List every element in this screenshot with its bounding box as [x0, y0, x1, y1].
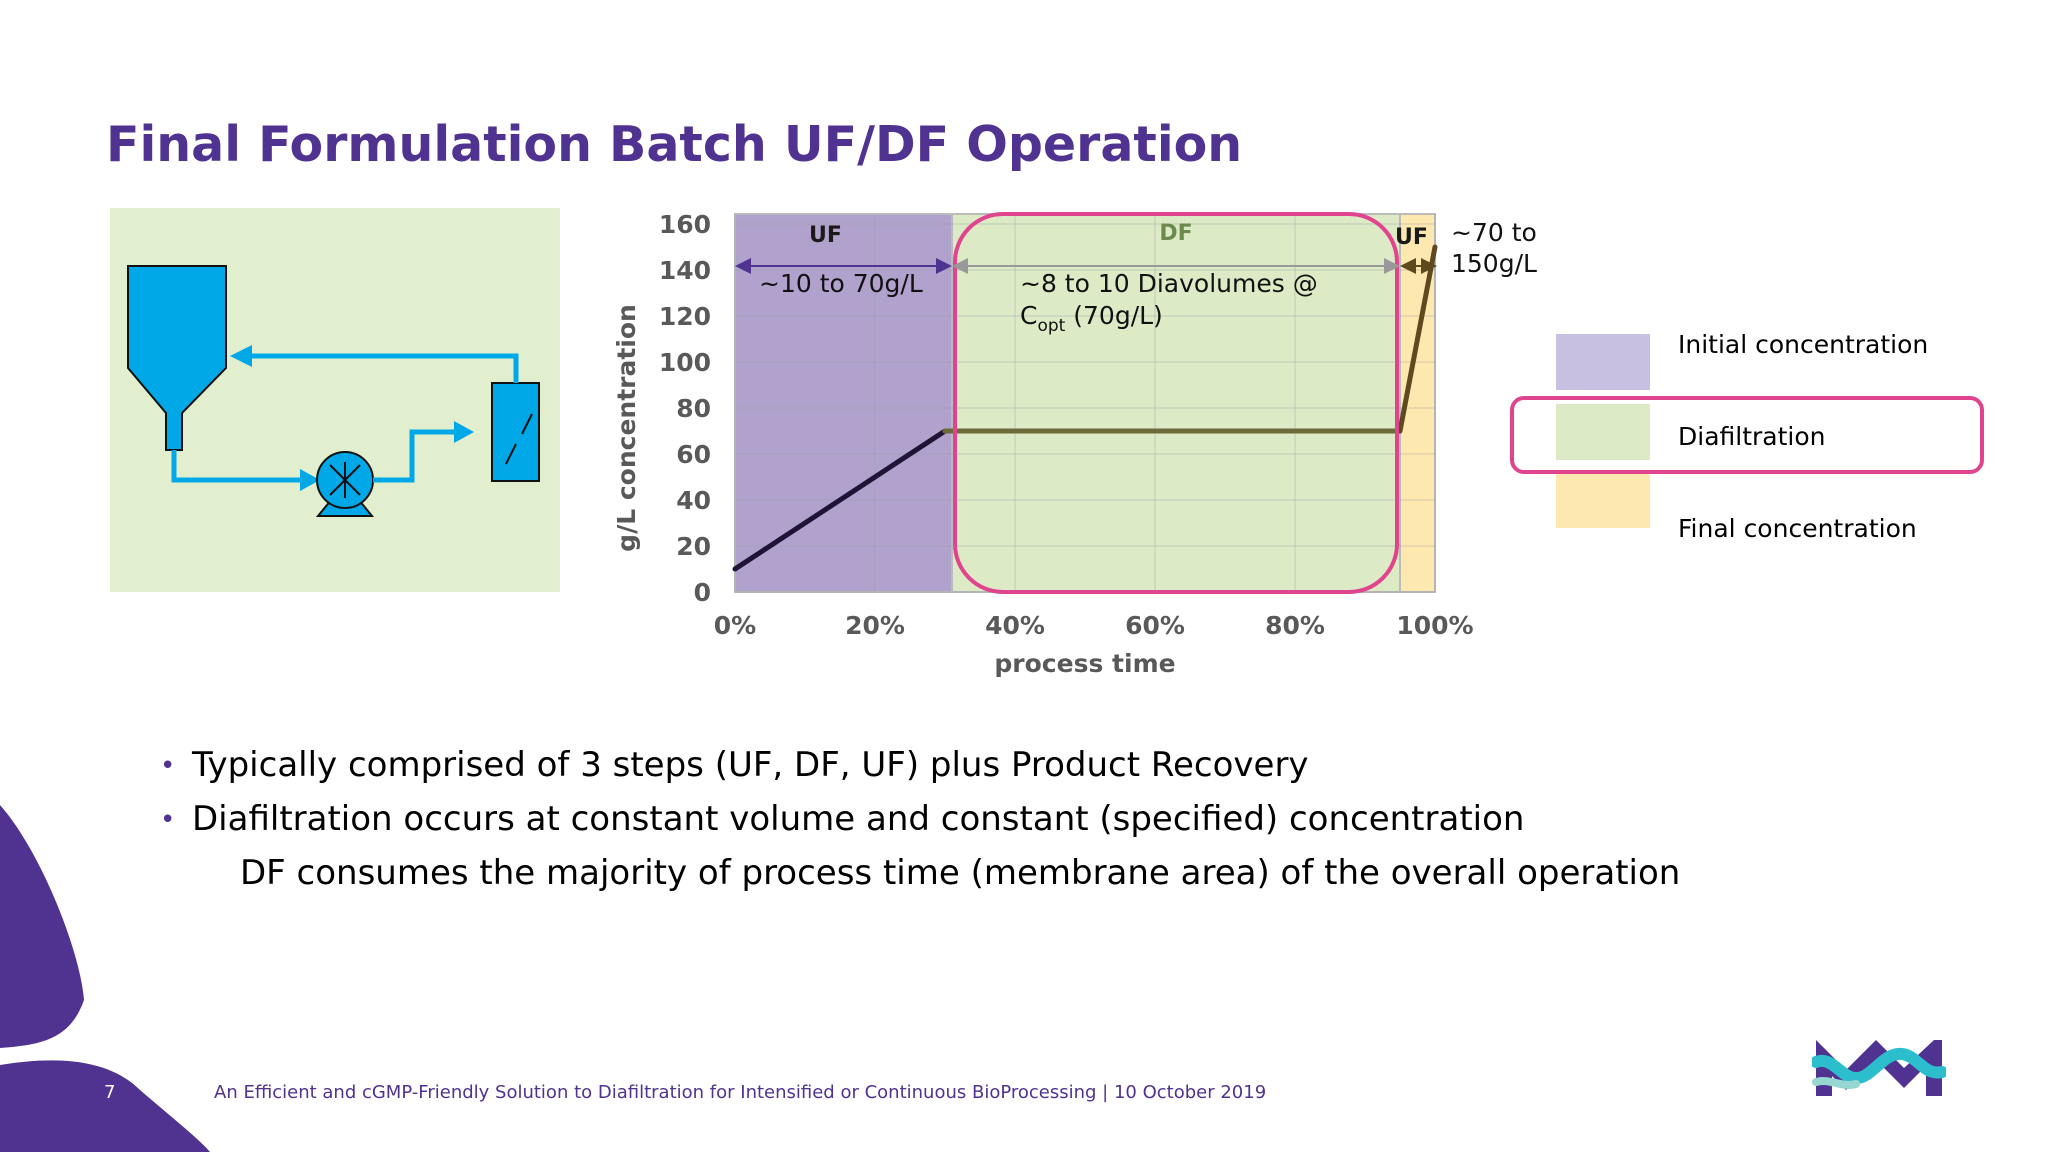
legend-label-final: Final concentration — [1678, 514, 1917, 543]
chart-axes: 0 20 40 60 80 100 120 140 160 0% 20% 40% 60% 80% 100% p… — [612, 210, 1474, 678]
chart-df-highlight — [953, 212, 1399, 594]
chart-annotation-copt: C — [1020, 301, 1037, 330]
chart-x-tick-label: 100% — [1396, 611, 1473, 640]
legend-swatch-final — [1556, 472, 1650, 528]
flow-arrow-icon — [171, 450, 320, 491]
chart-line-segment — [732, 428, 948, 572]
chart-legend: Initial concentration Diafiltration Fina… — [1500, 330, 2000, 543]
chart-annotations: UF DF UF ~10 to 70g/L ~8 to 10 Diavolumes @ C… — [735, 218, 1537, 336]
chart-phase-label: DF — [1159, 221, 1192, 246]
chart-phase-label: UF — [1395, 225, 1428, 250]
chart-x-axis-label: process time — [994, 649, 1175, 678]
decorative-corner-shape — [0, 805, 210, 1152]
slide-title: Final Formulation Batch UF/DF Operation — [106, 116, 1243, 173]
sub-bullet-text: DF consumes the majority of process time… — [240, 853, 1681, 893]
chart-x-tick-label: 20% — [845, 611, 905, 640]
footer-text: An Efficient and cGMP-Friendly Solution … — [214, 1082, 1267, 1103]
chart-y-tick-label: 20 — [676, 532, 711, 561]
pump-icon — [315, 451, 375, 517]
process-schematic — [110, 208, 560, 592]
chart-y-tick-label: 80 — [676, 394, 711, 423]
bullet-dot-icon: • — [160, 805, 176, 835]
bullet-item: • Diafiltration occurs at constant volum… — [160, 799, 1524, 839]
bullet-text: Diafiltration occurs at constant volume … — [192, 799, 1525, 839]
bullet-dot-icon: • — [160, 751, 176, 781]
bullet-text: Typically comprised of 3 steps (UF, DF, … — [192, 745, 1309, 785]
chart-phase-band — [734, 213, 953, 593]
chart-annotation-copt-rest: (70g/L) — [1065, 301, 1163, 330]
tank-icon — [127, 265, 227, 451]
chart-df-highlight-box — [953, 212, 1399, 594]
chart-y-axis-label: g/L concentration — [612, 304, 641, 552]
legend-label-diafiltration: Diafiltration — [1678, 422, 1826, 451]
chart-line-segment — [1397, 244, 1438, 434]
chart-annotation-df-line2: Copt (70g/L) — [1020, 301, 1163, 336]
brand-logo — [1812, 1040, 1946, 1096]
chart-annotation-uf: ~10 to 70g/L — [759, 269, 923, 298]
chart-x-tick-label: 80% — [1265, 611, 1325, 640]
chart-y-tick-label: 0 — [694, 578, 711, 607]
chart-annotation-final: ~70 to — [1451, 218, 1537, 247]
chart-phase-band — [951, 213, 1401, 593]
chart-series-line — [732, 244, 1438, 572]
chart-annotation-final-line2: 150g/L — [1451, 249, 1537, 278]
legend-highlight-box — [1510, 396, 1984, 474]
chart-phase-bands — [734, 213, 1436, 593]
filter-cassette-icon — [491, 382, 540, 482]
chart-y-tick-label: 140 — [659, 256, 711, 285]
concentration-chart: UF DF UF ~10 to 70g/L ~8 to 10 Diavolumes @ C… — [612, 210, 1537, 678]
chart-y-tick-label: 100 — [659, 348, 711, 377]
chart-x-tick-label: 60% — [1125, 611, 1185, 640]
page-number: 7 — [104, 1082, 116, 1103]
chart-annotation-copt-sub: opt — [1037, 316, 1065, 336]
chart-x-tick-label: 0% — [714, 611, 756, 640]
legend-label-initial: Initial concentration — [1678, 330, 1929, 359]
chart-annotation-df: ~8 to 10 Diavolumes @ — [1020, 269, 1318, 298]
chart-y-tick-label: 120 — [659, 302, 711, 331]
flow-arrow-icon — [230, 345, 519, 383]
legend-swatch-initial — [1556, 334, 1650, 390]
chart-y-tick-label: 40 — [676, 486, 711, 515]
bullet-item: • Typically comprised of 3 steps (UF, DF… — [160, 745, 1309, 785]
chart-phase-label: UF — [809, 223, 842, 248]
chart-y-tick-label: 60 — [676, 440, 711, 469]
chart-y-tick-label: 160 — [659, 210, 711, 239]
chart-x-tick-label: 40% — [985, 611, 1045, 640]
legend-swatch-diafiltration — [1556, 404, 1650, 460]
flow-arrow-icon — [373, 421, 474, 483]
